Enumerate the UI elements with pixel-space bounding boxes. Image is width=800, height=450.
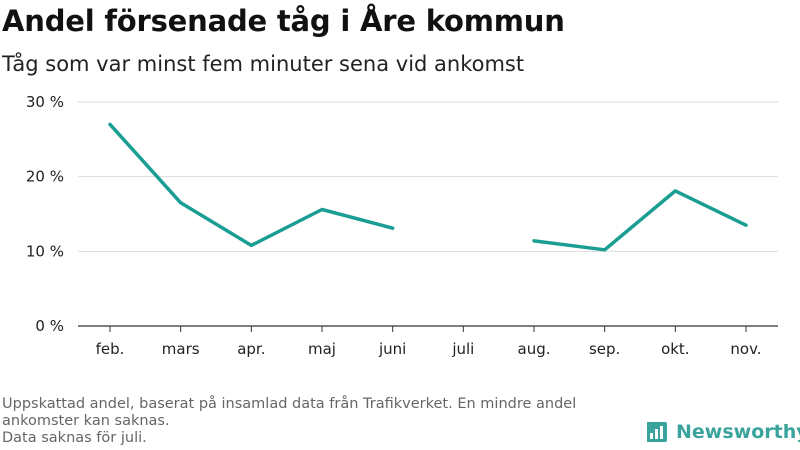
footnote: Uppskattad andel, baserat på insamlad da…: [2, 396, 642, 447]
x-tick-label: nov.: [730, 340, 761, 358]
line-chart: 0 % 10 % 20 % 30 % feb. mars apr. maj juni juli a…: [26, 93, 778, 358]
chart-subtitle: Tåg som var minst fem minuter sena vid a…: [2, 52, 525, 76]
chart-title: Andel försenade tåg i Åre kommun: [2, 4, 565, 38]
footnote-line: Data saknas för juli.: [2, 430, 147, 446]
y-tick-label: 0 %: [35, 317, 64, 335]
brand-name: Newsworthy: [676, 421, 800, 443]
x-tick-label: maj: [308, 340, 336, 358]
brand-logo: Newsworthy: [645, 420, 800, 444]
bar-chart-logo-icon: [647, 422, 667, 442]
x-tick-label: mars: [162, 340, 200, 358]
x-tick-label: apr.: [237, 340, 265, 358]
x-tick-label: sep.: [589, 340, 620, 358]
y-tick-label: 10 %: [26, 242, 64, 260]
gridlines: [78, 101, 778, 252]
x-tick-label: feb.: [96, 340, 125, 358]
series-line-segment: [532, 189, 748, 252]
x-tick-label: aug.: [518, 340, 551, 358]
x-axis-ticks: feb. mars apr. maj juni juli aug. sep. okt. nov.: [96, 326, 762, 358]
y-axis-ticks: 0 % 10 % 20 % 30 %: [26, 93, 64, 335]
footnote-line: Uppskattad andel, baserat på insamlad da…: [2, 396, 577, 429]
series-line-segment: [108, 122, 395, 248]
y-tick-label: 20 %: [26, 168, 64, 186]
x-tick-label: okt.: [661, 340, 690, 358]
y-tick-label: 30 %: [26, 93, 64, 111]
series-line: [108, 122, 748, 252]
x-tick-label: juli: [451, 340, 474, 358]
x-tick-label: juni: [378, 340, 406, 358]
